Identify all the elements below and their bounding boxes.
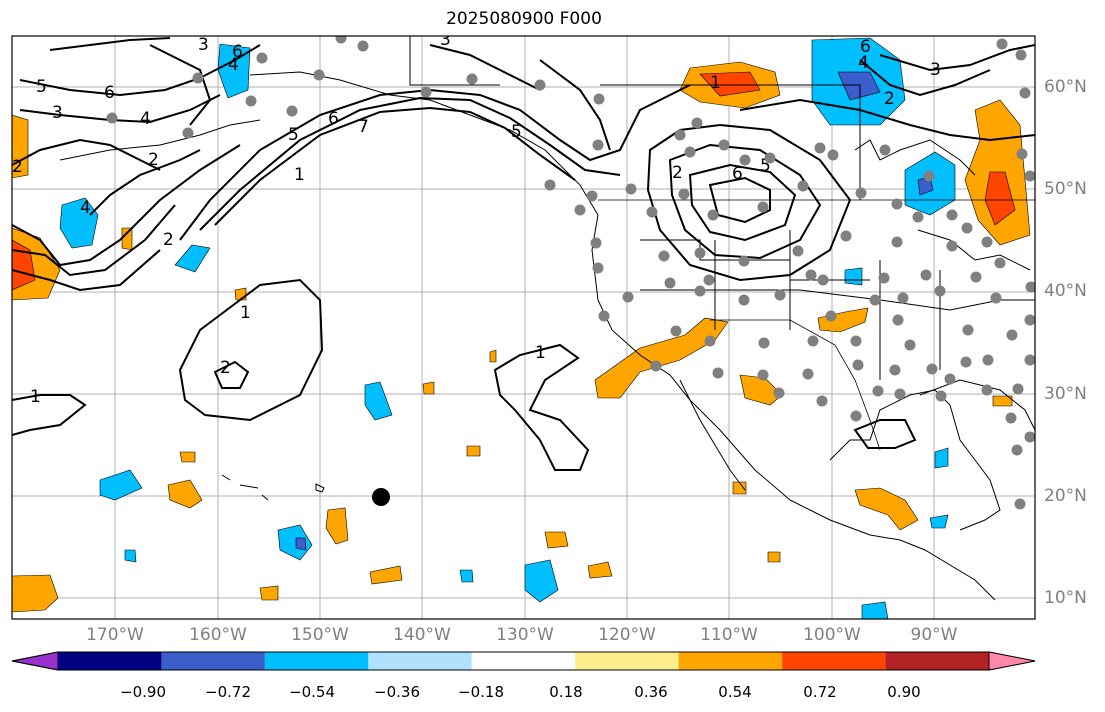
colorbar-tick-label: −0.72 — [205, 683, 251, 701]
contour-label: 1 — [240, 303, 251, 323]
contour-label: 7 — [358, 117, 369, 137]
lon-label: 120°W — [598, 625, 656, 645]
colorbar-tick-label: −0.18 — [458, 683, 504, 701]
map-title: 2025080900 F000 — [446, 9, 602, 29]
colorbar-tick-label: −0.54 — [289, 683, 335, 701]
colorbar-tick-label: 0.72 — [803, 683, 837, 701]
colorbar-extend-left — [11, 651, 59, 671]
colorbar — [11, 651, 1036, 671]
contour-label: 1 — [535, 343, 546, 363]
lon-label: 140°W — [393, 625, 451, 645]
lon-label: 110°W — [700, 625, 758, 645]
contour-labels: 5 6 3 4 2 6 4 3 2 1 6 5 7 1 2 1 1 1 6 4 … — [12, 30, 941, 407]
contour-label: 6 — [232, 42, 243, 62]
colorbar-extend-right — [988, 651, 1036, 671]
contour-label: 6 — [328, 109, 339, 129]
contour-label: 4 — [80, 198, 91, 218]
map-frame — [11, 35, 1036, 620]
lon-label: 150°W — [291, 625, 349, 645]
location-marker — [372, 488, 390, 506]
contour-label: 4 — [858, 53, 869, 73]
shaded-regions — [12, 37, 1031, 619]
colorbar-box — [264, 652, 369, 670]
contour-label: 2 — [884, 89, 895, 109]
station-markers — [106, 36, 1035, 510]
lat-label: 20°N — [1044, 486, 1087, 506]
contour-label: 1 — [294, 165, 305, 185]
contour-label: 3 — [52, 103, 63, 123]
colorbar-box — [368, 652, 472, 670]
colorbar-tick-label: −0.90 — [120, 683, 166, 701]
contour-label: 6 — [732, 164, 743, 184]
contour-label: 1 — [710, 73, 721, 93]
lon-label: 160°W — [189, 625, 247, 645]
contour-label: 1 — [30, 387, 41, 407]
lon-label: 170°W — [86, 625, 144, 645]
contour-label: 2 — [12, 157, 23, 177]
contour-label: 3 — [930, 60, 941, 80]
lon-label: 90°W — [910, 625, 958, 645]
contour-label: 5 — [36, 77, 47, 97]
contour-label: 2 — [672, 163, 683, 183]
contour-lines — [12, 37, 1035, 471]
lat-label: 60°N — [1044, 77, 1087, 97]
colorbar-boxes — [11, 651, 1036, 671]
contour-label: 4 — [228, 55, 239, 75]
contour-label: 6 — [860, 37, 871, 57]
colorbar-box — [782, 652, 886, 670]
contour-label: 5 — [288, 125, 299, 145]
colorbar-box — [678, 652, 783, 670]
colorbar-box — [161, 652, 265, 670]
contour-label: 6 — [104, 83, 115, 103]
colorbar-tick-label: 0.90 — [887, 683, 921, 701]
colorbar-box — [58, 652, 162, 670]
grid-lines — [12, 36, 1035, 619]
colorbar-tick-label: −0.36 — [374, 683, 420, 701]
lat-label: 40°N — [1044, 281, 1087, 301]
colorbar-tick-label: 0.54 — [718, 683, 752, 701]
contour-label: 5 — [511, 122, 522, 142]
contour-label: 3 — [198, 35, 209, 55]
colorbar-box — [575, 652, 679, 670]
lat-label: 30°N — [1044, 384, 1087, 404]
lon-label: 100°W — [803, 625, 861, 645]
contour-label: 2 — [163, 230, 174, 250]
colorbar-tick-label: 0.18 — [549, 683, 583, 701]
colorbar-tick-label: 0.36 — [634, 683, 668, 701]
lat-label: 50°N — [1044, 179, 1087, 199]
contour-label: 2 — [220, 358, 231, 378]
contour-label: 2 — [148, 150, 159, 170]
lat-label: 10°N — [1044, 588, 1087, 608]
contour-label: 5 — [760, 156, 771, 176]
colorbar-box — [885, 652, 989, 670]
contour-label: 4 — [140, 109, 151, 129]
lon-label: 130°W — [496, 625, 554, 645]
contour-label: 3 — [440, 30, 451, 50]
colorbar-box — [471, 652, 576, 670]
